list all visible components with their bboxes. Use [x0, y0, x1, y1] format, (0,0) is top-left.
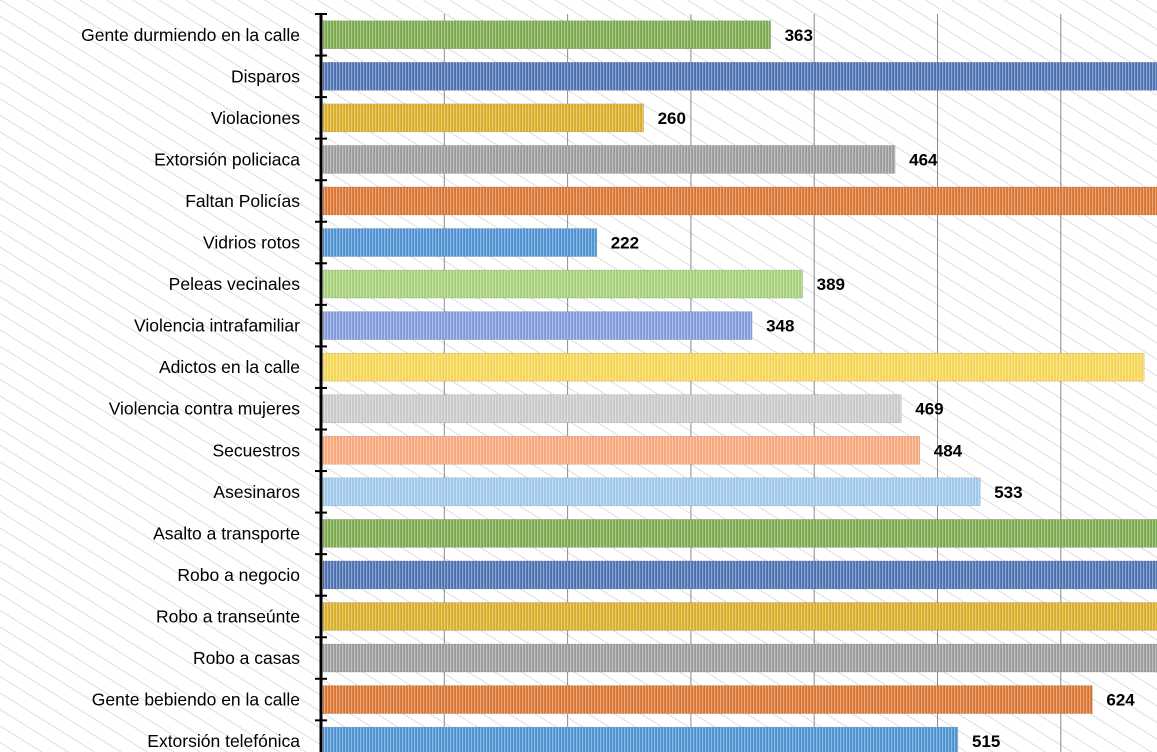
category-label: Violaciones [211, 108, 300, 128]
bar-texture [323, 186, 1157, 215]
bar-texture [323, 602, 1157, 631]
category-label: Gente durmiendo en la calle [81, 25, 300, 45]
bar-texture [323, 685, 1093, 714]
category-label: Extorsión policiaca [154, 149, 300, 169]
category-label: Vidrios rotos [203, 233, 300, 253]
data-label: 533 [994, 483, 1022, 502]
category-label: Robo a casas [193, 648, 300, 668]
category-label: Disparos [231, 66, 300, 86]
bar-texture [323, 20, 771, 49]
category-label: Asalto a transporte [153, 523, 300, 543]
y-axis [315, 13, 327, 752]
value-labels: 3632604642223893486469484533624515 [611, 26, 1136, 751]
bar-texture [323, 62, 1157, 91]
data-label: 464 [909, 150, 938, 169]
data-label: 469 [915, 400, 943, 419]
category-label: Secuestros [212, 440, 300, 460]
category-label: Robo a negocio [177, 565, 300, 585]
bar-texture [323, 353, 1145, 382]
bar-texture [323, 644, 1157, 673]
bar-texture [323, 103, 644, 132]
data-label: 515 [972, 732, 1000, 751]
bar-texture [323, 436, 920, 465]
bar-texture [323, 727, 958, 752]
data-label: 348 [766, 317, 794, 336]
category-labels: Gente durmiendo en la calle Disparos Viola… [81, 25, 300, 751]
data-label: 222 [611, 234, 639, 253]
data-label: 389 [817, 275, 845, 294]
bar-texture [323, 560, 1157, 589]
bars [322, 20, 1157, 752]
bar-texture [323, 394, 902, 423]
category-label: Faltan Policías [185, 191, 300, 211]
bar-texture [323, 311, 753, 340]
category-label: Asesinaros [213, 482, 300, 502]
category-label: Extorsión telefónica [147, 731, 300, 751]
bar-texture [323, 270, 803, 299]
bar-texture [323, 519, 1157, 548]
bar-texture [323, 145, 896, 174]
data-label: 363 [785, 26, 813, 45]
category-label: Peleas vecinales [169, 274, 301, 294]
data-label: 624 [1106, 691, 1135, 710]
category-label: Robo a transeúnte [156, 606, 300, 626]
data-label: 484 [934, 441, 963, 460]
category-label: Gente bebiendo en la calle [92, 690, 300, 710]
bar-texture [323, 477, 981, 506]
category-label: Violencia contra mujeres [109, 399, 301, 419]
data-label: 260 [658, 109, 686, 128]
category-label: Violencia intrafamiliar [134, 316, 300, 336]
category-label: Adictos en la calle [159, 357, 300, 377]
bar-texture [323, 228, 597, 257]
